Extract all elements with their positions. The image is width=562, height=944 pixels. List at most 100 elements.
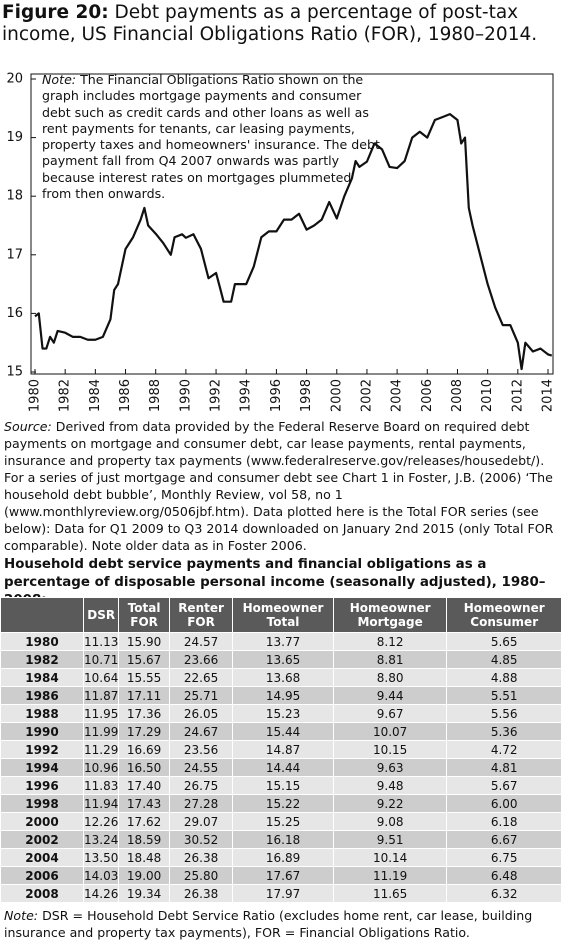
table-cell: 17.11: [118, 686, 170, 705]
table-row: 1996 11.83 17.40 26.75 15.15 9.48 5.67: [0, 776, 562, 795]
table-cell: 10.07: [332, 722, 448, 741]
table-cell: 9.63: [332, 758, 448, 777]
row-label: 1994: [0, 758, 84, 777]
table-cell: 14.26: [82, 884, 120, 903]
x-tick-label: 2000: [329, 379, 344, 412]
table-cell: 26.05: [168, 704, 234, 723]
y-tick-label: 18: [6, 189, 23, 204]
table-row: 1984 10.64 15.55 22.65 13.68 8.80 4.88: [0, 668, 562, 687]
table-cell: 19.34: [118, 884, 170, 903]
table-row: 1990 11.99 17.29 24.67 15.44 10.07 5.36: [0, 722, 562, 741]
table-cell: 13.65: [232, 650, 334, 669]
table-cell: 18.48: [118, 848, 170, 867]
y-tick-label: 20: [6, 72, 23, 87]
row-label: 1996: [0, 776, 84, 795]
table-cell: 9.44: [332, 686, 448, 705]
x-tick-label: 1984: [88, 379, 103, 412]
column-header: Homeowner Mortgage: [332, 597, 448, 633]
row-label: 2006: [0, 866, 84, 885]
x-tick-label: 2010: [480, 379, 495, 412]
table-cell: 17.36: [118, 704, 170, 723]
table-cell: 9.51: [332, 830, 448, 849]
table-cell: 15.15: [232, 776, 334, 795]
x-tick-label: 1998: [299, 379, 314, 412]
title-text: Debt payments as a percentage of post-ta…: [2, 2, 538, 45]
table-cell: 26.38: [168, 884, 234, 903]
table-row: 2000 12.26 17.62 29.07 15.25 9.08 6.18: [0, 812, 562, 831]
table-cell: 5.56: [446, 704, 562, 723]
table-cell: 25.80: [168, 866, 234, 885]
row-label: 1998: [0, 794, 84, 813]
source-text: Derived from data provided by the Federa…: [4, 419, 554, 553]
note-text: The Financial Obligations Ratio shown on…: [42, 72, 380, 202]
table-row: 1992 11.29 16.69 23.56 14.87 10.15 4.72: [0, 740, 562, 759]
row-label: 1982: [0, 650, 84, 669]
figure-title: Figure 20: Debt payments as a percentage…: [2, 2, 558, 46]
table-cell: 6.48: [446, 866, 562, 885]
table-row: 1982 10.71 15.67 23.66 13.65 8.81 4.85: [0, 650, 562, 669]
table-cell: 14.87: [232, 740, 334, 759]
column-header: Total FOR: [118, 597, 170, 633]
table-row: 2008 14.26 19.34 26.38 17.97 11.65 6.32: [0, 884, 562, 903]
x-tick-label: 1982: [58, 379, 73, 412]
y-tick-label: 17: [6, 247, 23, 262]
table-cell: 15.44: [232, 722, 334, 741]
note-label: Note:: [42, 72, 77, 87]
chart: 15 16 17 18 19 20 1980 1982 1984 1986 1988 1990 1992…: [6, 72, 555, 413]
table-row: 2004 13.50 18.48 26.38 16.89 10.14 6.75: [0, 848, 562, 867]
table-cell: 29.07: [168, 812, 234, 831]
table-cell: 9.67: [332, 704, 448, 723]
table-cell: 13.68: [232, 668, 334, 687]
data-line: [34, 113, 553, 371]
table-cell: 16.18: [232, 830, 334, 849]
x-tick-label: 1990: [178, 379, 193, 412]
table-cell: 15.23: [232, 704, 334, 723]
x-tick-label: 1980: [28, 379, 43, 412]
table-row: 2002 13.24 18.59 30.52 16.18 9.51 6.67: [0, 830, 562, 849]
table-cell: 24.67: [168, 722, 234, 741]
table-cell: 22.65: [168, 668, 234, 687]
chart-note: Note: The Financial Obligations Ratio sh…: [42, 72, 382, 202]
table-cell: 23.66: [168, 650, 234, 669]
row-label: 2000: [0, 812, 84, 831]
table-cell: 11.19: [332, 866, 448, 885]
table-cell: 25.71: [168, 686, 234, 705]
table-cell: 17.40: [118, 776, 170, 795]
plot-frame: [30, 73, 554, 375]
table-cell: 15.55: [118, 668, 170, 687]
table-cell: 24.55: [168, 758, 234, 777]
corner-cell: [0, 597, 84, 633]
table-cell: 14.03: [82, 866, 120, 885]
table-cell: 4.72: [446, 740, 562, 759]
table-cell: 10.71: [82, 650, 120, 669]
table-cell: 14.44: [232, 758, 334, 777]
column-header: DSR: [82, 597, 120, 633]
table-cell: 6.18: [446, 812, 562, 831]
table-row: 1980 11.13 15.90 24.57 13.77 8.12 5.65: [0, 632, 562, 651]
table-cell: 13.24: [82, 830, 120, 849]
header-row: DSR Total FOR Renter FOR Homeowner Total Hom…: [0, 597, 562, 633]
y-tick-label: 16: [6, 306, 23, 321]
table-cell: 16.89: [232, 848, 334, 867]
row-label: 2004: [0, 848, 84, 867]
table-cell: 5.67: [446, 776, 562, 795]
figure-label: Figure 20:: [2, 2, 109, 23]
row-label: 2002: [0, 830, 84, 849]
table-cell: 23.56: [168, 740, 234, 759]
table-cell: 9.48: [332, 776, 448, 795]
table: DSR Total FOR Renter FOR Homeowner Total Hom…: [0, 597, 562, 903]
table-row: 2006 14.03 19.00 25.80 17.67 11.19 6.48: [0, 866, 562, 885]
table-cell: 5.65: [446, 632, 562, 651]
table-cell: 5.36: [446, 722, 562, 741]
y-tick-label: 19: [6, 130, 23, 145]
row-label: 1988: [0, 704, 84, 723]
column-header: Homeowner Consumer: [446, 597, 562, 633]
x-tick-label: 1992: [209, 379, 224, 412]
table-cell: 9.08: [332, 812, 448, 831]
table-cell: 11.87: [82, 686, 120, 705]
table-row: 1986 11.87 17.11 25.71 14.95 9.44 5.51: [0, 686, 562, 705]
table-row: 1988 11.95 17.36 26.05 15.23 9.67 5.56: [0, 704, 562, 723]
table-cell: 8.12: [332, 632, 448, 651]
x-tick-label: 1986: [118, 379, 133, 412]
